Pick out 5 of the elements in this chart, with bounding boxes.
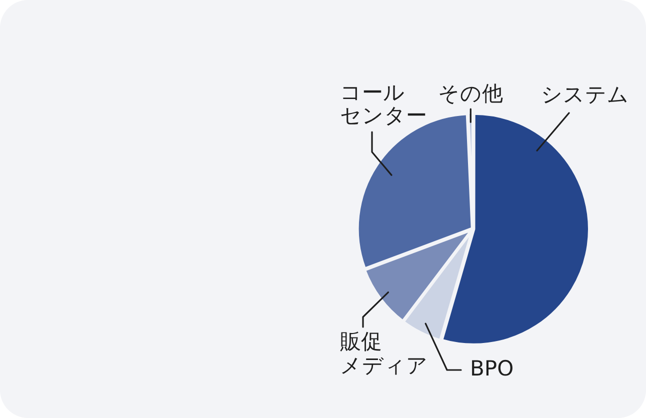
slice-label: コールセンター (340, 80, 427, 128)
slice-label: その他 (438, 81, 504, 106)
slice-label: 販促メディア (340, 329, 428, 378)
slice-label: BPO (470, 356, 514, 380)
slice-label: システム (541, 82, 629, 106)
